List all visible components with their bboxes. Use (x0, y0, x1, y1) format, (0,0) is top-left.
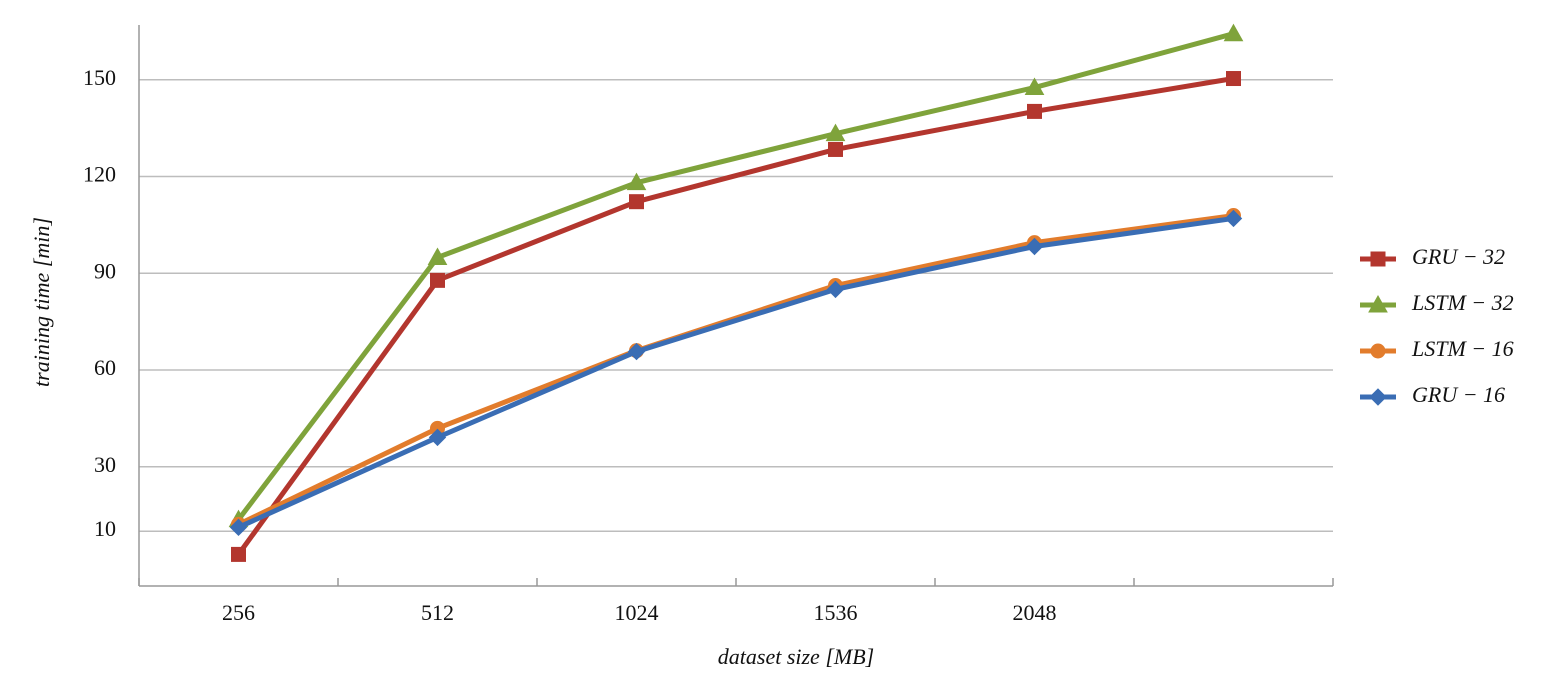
marker (627, 342, 646, 361)
series-line (236, 31, 1235, 522)
legend-label: LSTM − 32 (1411, 290, 1514, 315)
marker (430, 272, 445, 288)
y-tick-label: 10 (94, 516, 116, 541)
y-tick-label: 30 (94, 452, 116, 477)
legend-label: LSTM − 16 (1411, 336, 1514, 361)
series-line (237, 215, 1234, 530)
legend-marker (1370, 343, 1386, 359)
marker (826, 280, 845, 299)
marker (825, 123, 846, 142)
marker (1024, 77, 1045, 96)
marker (629, 194, 644, 210)
legend-marker (1368, 294, 1388, 313)
legend-marker (1370, 251, 1386, 267)
legend-label: GRU − 16 (1412, 382, 1505, 407)
series-line (236, 76, 1234, 556)
x-tick-label: 1536 (814, 600, 858, 625)
marker (1027, 103, 1042, 119)
marker (626, 172, 647, 191)
x-axis-label: dataset size [MB] (718, 644, 874, 669)
x-tick-label: 1024 (615, 600, 659, 625)
y-axis-label: training time [min] (29, 217, 54, 387)
legend-marker (1369, 388, 1387, 406)
x-tick-label: 512 (421, 600, 454, 625)
marker (231, 546, 246, 562)
marker (428, 428, 447, 447)
y-tick-label: 90 (94, 258, 116, 283)
y-tick-label: 60 (94, 355, 116, 380)
y-tick-label: 150 (83, 65, 116, 90)
marker (828, 141, 843, 157)
x-tick-label: 256 (222, 600, 255, 625)
marker (229, 518, 248, 537)
marker (1223, 23, 1244, 42)
legend-label: GRU − 32 (1412, 244, 1505, 269)
marker (1224, 209, 1243, 228)
marker (427, 247, 448, 265)
x-tick-label: 2048 (1013, 600, 1057, 625)
y-tick-label: 120 (83, 162, 116, 187)
marker (1025, 237, 1044, 256)
marker (1226, 71, 1241, 87)
